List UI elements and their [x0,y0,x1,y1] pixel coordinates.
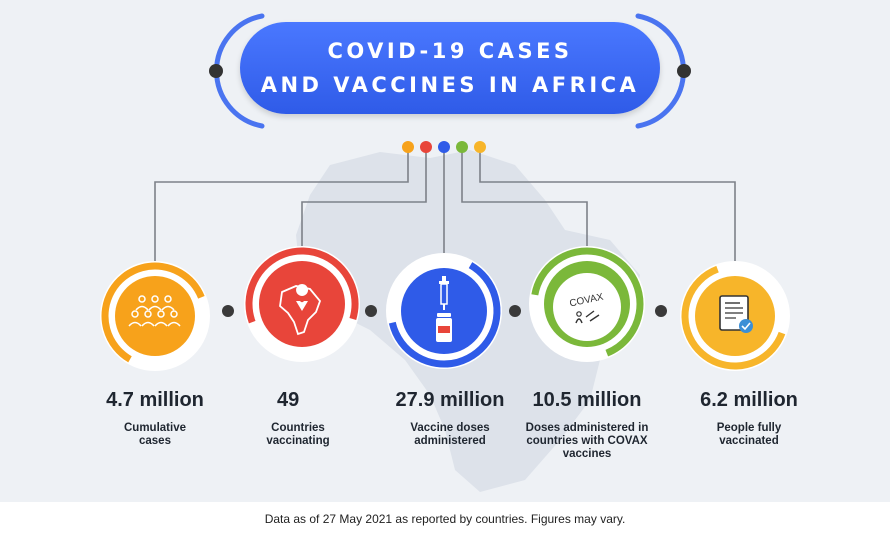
stat-value: 6.2 million [700,389,798,411]
footer-band [0,502,890,533]
stat-circle-fully-vaccinated [680,261,790,371]
people-group-icon [128,295,181,327]
stat-label: Countries vaccinating [266,422,330,447]
stat-value: 49 [277,389,300,411]
covax-logo-icon: COVAX [553,273,621,341]
africa-map-pin-icon [279,284,322,336]
stat-countries: 49 Countries vaccinating [215,388,365,448]
stat-cases: 4.7 million Cumulative cases [80,388,230,448]
footer-note: Data as of 27 May 2021 as reported by co… [264,512,626,526]
title-line-2: AND VACCINES IN AFRICA [260,73,640,97]
stat-label: Cumulative cases [124,422,186,447]
stat-label: Vaccine doses administered [410,422,490,447]
stat-value: 10.5 million [532,389,642,411]
stat-fully-vaccinated: 6.2 million People fully vaccinated [674,388,824,448]
color-dots [402,141,486,153]
stat-circle-covax: COVAX [529,246,645,362]
stat-value: 4.7 million [106,389,204,411]
stat-value: 27.9 million [395,389,505,411]
vaccination-certificate-icon [719,295,753,333]
separator-dots [222,305,667,317]
stat-circle-countries [244,246,360,362]
stat-label: Doses administered in countries with COV… [525,422,649,460]
title-line-1: COVID-19 CASES [327,39,573,63]
syringe-vial-icon [436,276,452,342]
title-banner: COVID-19 CASES AND VACCINES IN AFRICA [240,22,660,114]
stat-label: People fully vaccinated [716,422,782,447]
connector-lines [154,150,736,262]
stat-doses: 27.9 million Vaccine doses administered [375,388,525,448]
stat-covax-doses: 10.5 million Doses administered in count… [512,388,662,461]
stat-circle-doses [386,253,502,369]
stat-circle-cases [100,261,210,371]
